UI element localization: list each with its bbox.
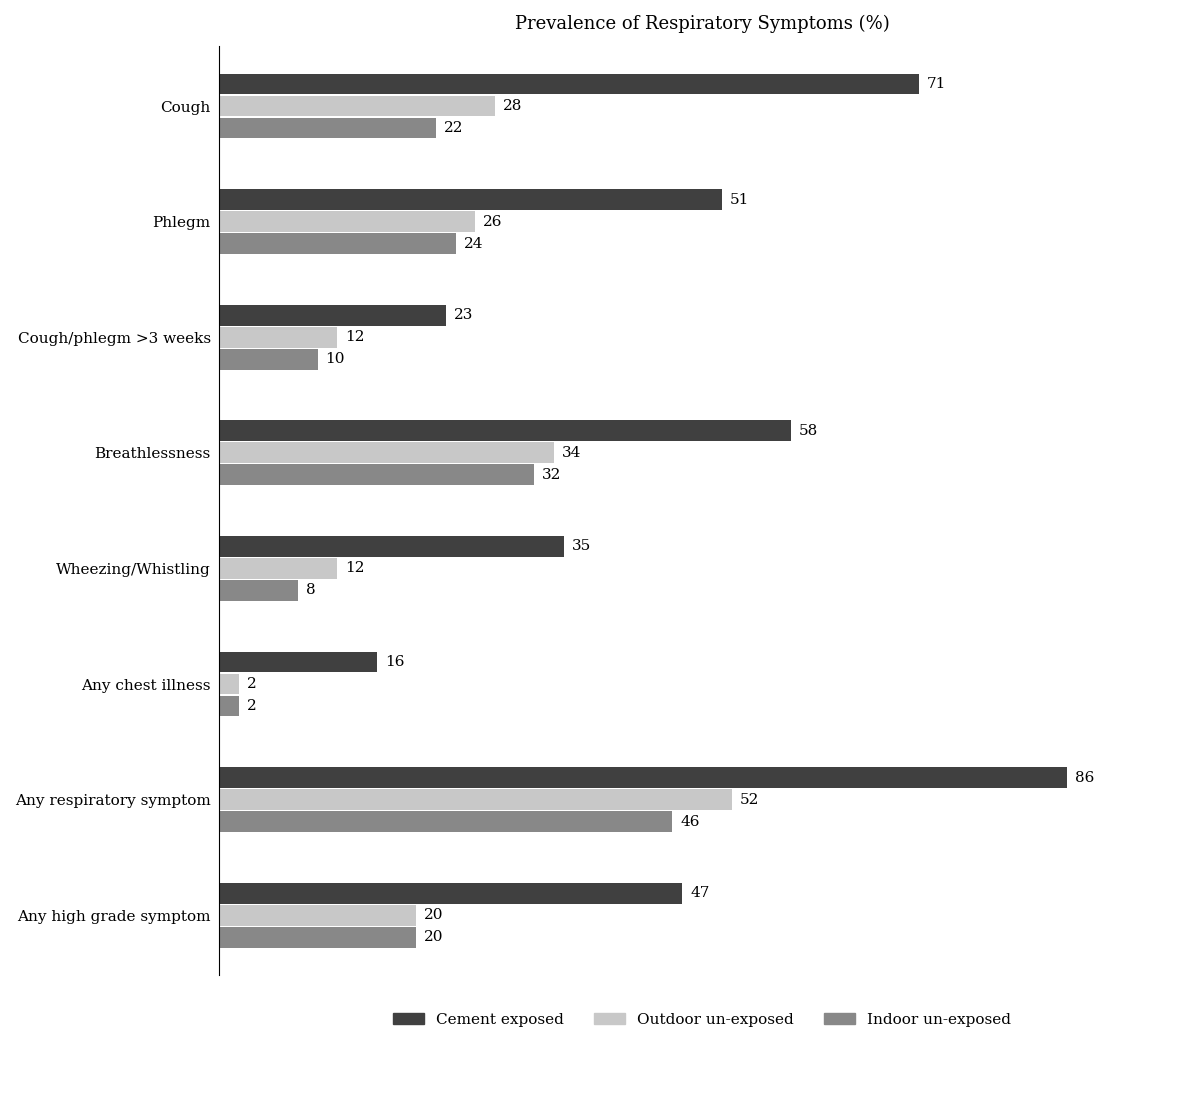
Text: 28: 28 bbox=[503, 99, 522, 113]
Text: 12: 12 bbox=[346, 330, 365, 344]
Bar bbox=[220, 905, 416, 926]
Bar bbox=[220, 118, 436, 139]
Text: 46: 46 bbox=[680, 815, 700, 828]
Bar bbox=[220, 233, 456, 254]
Text: 8: 8 bbox=[306, 583, 316, 598]
Text: 16: 16 bbox=[385, 655, 404, 669]
Text: 20: 20 bbox=[424, 930, 444, 944]
Text: 2: 2 bbox=[247, 699, 257, 713]
Text: 2: 2 bbox=[247, 676, 257, 691]
Text: 34: 34 bbox=[562, 446, 582, 460]
Text: 58: 58 bbox=[799, 424, 818, 438]
Text: 47: 47 bbox=[690, 886, 709, 901]
Text: 26: 26 bbox=[484, 215, 503, 228]
Text: 24: 24 bbox=[463, 236, 484, 251]
Bar bbox=[220, 442, 554, 464]
Bar bbox=[220, 811, 672, 832]
Bar bbox=[220, 927, 416, 947]
Text: 35: 35 bbox=[572, 539, 592, 553]
Text: 20: 20 bbox=[424, 908, 444, 923]
Text: 10: 10 bbox=[325, 353, 346, 366]
Legend: Cement exposed, Outdoor un-exposed, Indoor un-exposed: Cement exposed, Outdoor un-exposed, Indo… bbox=[386, 1007, 1018, 1032]
Text: 71: 71 bbox=[926, 77, 946, 91]
Text: 86: 86 bbox=[1075, 771, 1094, 785]
Bar bbox=[220, 767, 1067, 788]
Bar bbox=[220, 190, 721, 210]
Bar bbox=[220, 558, 337, 579]
Bar bbox=[220, 580, 298, 601]
Bar bbox=[220, 95, 496, 116]
Bar bbox=[220, 327, 337, 347]
Bar bbox=[220, 790, 732, 810]
Bar bbox=[220, 211, 475, 232]
Text: 32: 32 bbox=[542, 468, 562, 481]
Text: 52: 52 bbox=[739, 793, 758, 806]
Bar bbox=[220, 652, 377, 672]
Bar bbox=[220, 349, 318, 369]
Bar bbox=[220, 73, 919, 94]
Text: 12: 12 bbox=[346, 561, 365, 576]
Text: 51: 51 bbox=[730, 193, 749, 206]
Text: 22: 22 bbox=[444, 121, 463, 135]
Title: Prevalence of Respiratory Symptoms (%): Prevalence of Respiratory Symptoms (%) bbox=[515, 16, 889, 33]
Bar bbox=[220, 883, 683, 904]
Bar bbox=[220, 673, 239, 694]
Bar bbox=[220, 465, 534, 486]
Bar bbox=[220, 420, 791, 441]
Bar bbox=[220, 695, 239, 716]
Bar bbox=[220, 536, 564, 557]
Text: 23: 23 bbox=[454, 308, 473, 323]
Bar bbox=[220, 305, 445, 326]
